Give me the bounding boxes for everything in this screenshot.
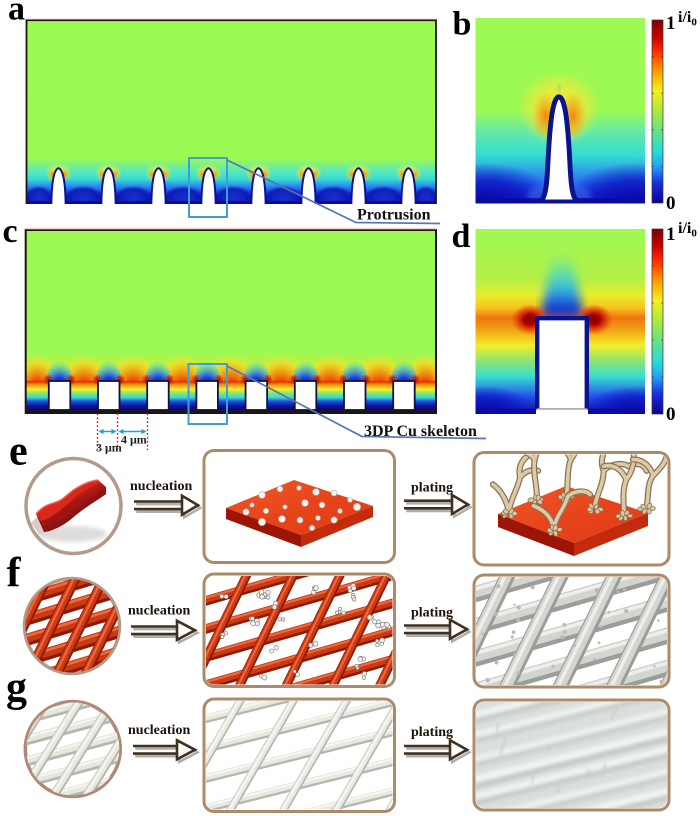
svg-text:nucleation: nucleation (128, 604, 190, 619)
svg-text:f: f (7, 551, 22, 597)
svg-text:c: c (3, 213, 18, 250)
svg-text:i/i0: i/i0 (678, 9, 697, 29)
svg-text:3 μm: 3 μm (96, 441, 122, 455)
svg-text:1: 1 (666, 224, 676, 245)
svg-text:d: d (452, 218, 471, 255)
svg-text:b: b (453, 5, 472, 42)
svg-text:3DP Cu skeleton: 3DP Cu skeleton (364, 423, 477, 440)
svg-text:0: 0 (666, 193, 676, 214)
svg-text:nucleation: nucleation (128, 723, 190, 738)
svg-text:g: g (6, 665, 27, 711)
svg-text:nucleation: nucleation (130, 479, 192, 494)
svg-text:4 μm: 4 μm (121, 433, 147, 447)
svg-text:1: 1 (666, 13, 676, 34)
svg-text:a: a (8, 0, 25, 28)
svg-text:plating: plating (411, 725, 453, 740)
svg-text:plating: plating (411, 481, 453, 496)
svg-text:e: e (9, 429, 28, 475)
svg-text:0: 0 (666, 404, 676, 425)
svg-text:Protrusion: Protrusion (357, 207, 431, 224)
svg-text:i/i0: i/i0 (678, 220, 697, 240)
svg-text:plating: plating (411, 606, 453, 621)
